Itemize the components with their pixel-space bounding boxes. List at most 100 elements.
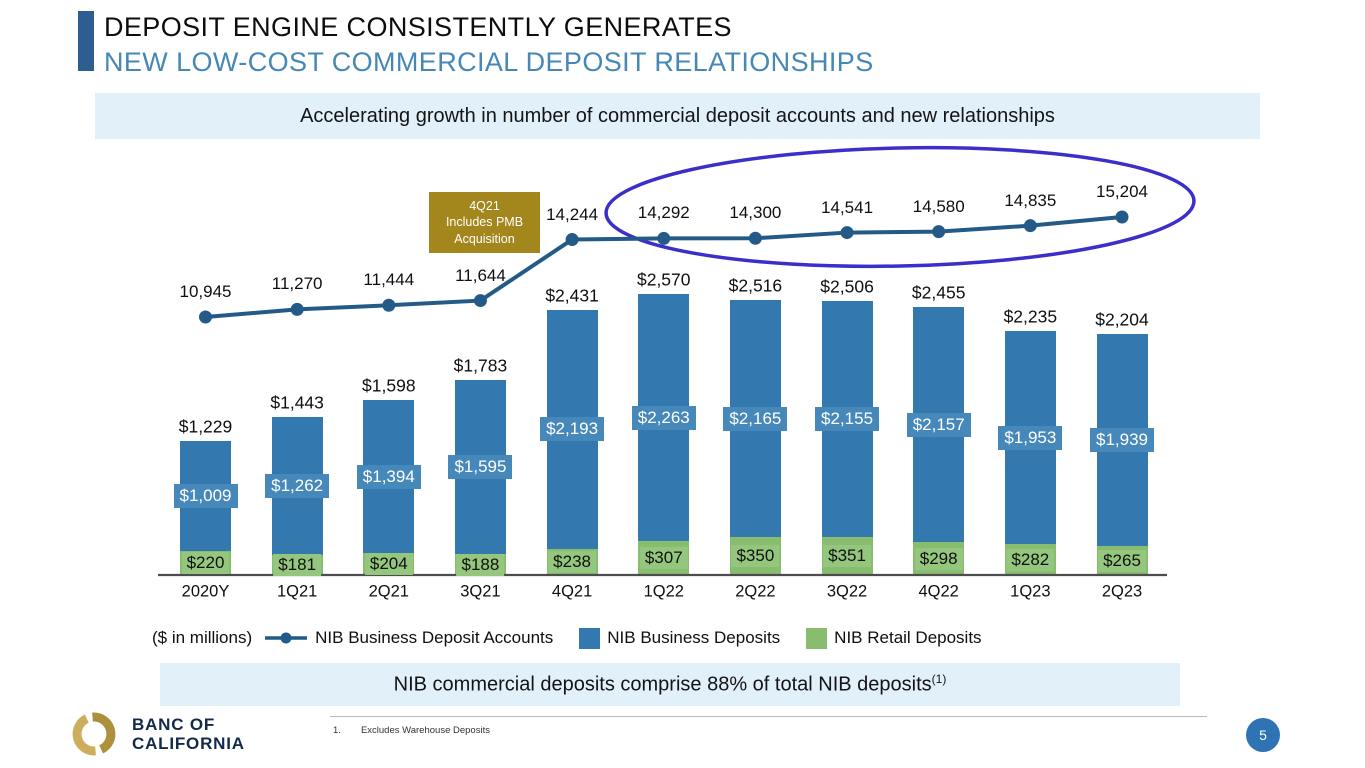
stack-total-label-2020Y: $1,229 [178, 416, 233, 437]
line-point-2Q23 [1115, 210, 1129, 224]
footnote-number: 1. [333, 725, 341, 736]
segment-label-retail-3Q21: $188 [456, 553, 505, 576]
footnote-text: Excludes Warehouse Deposits [360, 725, 490, 736]
line-point-4Q21 [565, 233, 579, 247]
callout-4q21-pmb-acquisition: 4Q21 Includes PMB Acquisition [429, 192, 540, 253]
bottom-banner-text: NIB commercial deposits comprise 88% of … [393, 672, 947, 696]
callout-line-3: Acquisition [454, 231, 515, 246]
slide-title-line2: NEW LOW-COST COMMERCIAL DEPOSIT RELATION… [104, 47, 874, 77]
highlight-ellipse-shape [604, 145, 1196, 269]
segment-label-retail-1Q21: $181 [273, 554, 322, 577]
accounts-value-label-2Q21: 11,444 [363, 270, 415, 290]
callout-line-1: 4Q21 [469, 199, 500, 214]
x-axis-label-3Q22: 3Q22 [826, 582, 868, 601]
x-axis-label-2Q21: 2Q21 [368, 582, 409, 601]
title-accent-bar [78, 11, 94, 71]
line-point-2020Y [199, 310, 212, 324]
segment-label-retail-2020Y: $220 [181, 551, 230, 574]
chart-legend: ($ in millions) NIB Business Deposit Acc… [152, 622, 998, 654]
x-axis-label-1Q23: 1Q23 [1010, 582, 1051, 601]
stack-total-label-1Q23: $2,235 [1003, 306, 1058, 327]
x-axis-label-1Q21: 1Q21 [276, 582, 318, 601]
line-point-2Q22 [748, 231, 762, 245]
bottom-banner-footnote-ref: (1) [931, 672, 947, 687]
line-series-marker-icon [265, 632, 308, 644]
stack-total-label-1Q21: $1,443 [270, 392, 324, 413]
legend-item-business-deposits: NIB Business Deposits [579, 627, 781, 649]
x-axis-label-1Q22: 1Q22 [643, 582, 684, 601]
logo-text-line2: CALIFORNIA [132, 734, 245, 753]
segment-label-business-4Q22: $2,157 [906, 412, 971, 437]
line-point-3Q21 [473, 294, 487, 308]
segment-label-business-2Q23: $1,939 [1090, 428, 1154, 453]
accounts-value-label-1Q22: 14,292 [637, 203, 690, 223]
stack-total-label-2Q22: $2,516 [728, 275, 783, 296]
x-axis-label-3Q21: 3Q21 [460, 582, 501, 601]
segment-label-retail-3Q22: $351 [823, 544, 871, 567]
x-axis-label-2Q23: 2Q23 [1101, 582, 1143, 601]
page-number-badge: 5 [1246, 718, 1280, 752]
units-label: ($ in millions) [152, 628, 253, 647]
line-point-3Q22 [840, 226, 854, 240]
highlight-ellipse [604, 145, 1196, 269]
legend-item-accounts: NIB Business Deposit Accounts [264, 628, 553, 648]
line-point-2Q21 [382, 298, 396, 312]
line-point-1Q23 [1023, 219, 1037, 233]
legend-swatch-retail-deposits-icon [806, 627, 828, 649]
accounts-value-label-4Q21: 14,244 [546, 204, 599, 224]
segment-label-retail-1Q22: $307 [639, 547, 688, 570]
segment-label-retail-4Q22: $298 [914, 547, 963, 570]
segment-label-business-1Q23: $1,953 [998, 425, 1063, 450]
segment-label-business-2020Y: $1,009 [173, 483, 238, 508]
segment-label-business-3Q21: $1,595 [448, 455, 513, 480]
accounts-value-label-2020Y: 10,945 [179, 282, 232, 301]
top-banner: Accelerating growth in number of commerc… [95, 93, 1260, 139]
stack-total-label-1Q22: $2,570 [636, 269, 691, 290]
line-point-4Q22 [932, 225, 946, 239]
accounts-value-label-1Q23: 14,835 [1004, 190, 1057, 210]
nib-accounts-line-series [199, 210, 1129, 324]
x-axis-label-4Q22: 4Q22 [918, 582, 959, 601]
logo-text: BANC OF CALIFORNIA [132, 715, 245, 753]
accounts-value-label-2Q23: 15,204 [1096, 181, 1148, 201]
accounts-value-label-3Q21: 11,644 [455, 265, 506, 285]
segment-label-retail-2Q23: $265 [1098, 549, 1146, 572]
segment-label-retail-2Q21: $204 [364, 552, 413, 575]
accounts-value-label-1Q21: 11,270 [271, 274, 323, 294]
legend-label-business-deposits: NIB Business Deposits [607, 628, 781, 647]
x-axis-label-2Q22: 2Q22 [735, 582, 776, 601]
segment-label-business-2Q22: $2,165 [723, 406, 788, 431]
legend-item-retail-deposits: NIB Retail Deposits [806, 627, 982, 649]
line-point-1Q21 [290, 302, 304, 316]
x-axis-label-4Q21: 4Q21 [551, 582, 593, 601]
segment-label-business-1Q22: $2,263 [631, 405, 696, 430]
stack-total-label-3Q21: $1,783 [453, 355, 508, 376]
stack-total-label-4Q22: $2,455 [911, 282, 966, 303]
segment-label-business-3Q22: $2,155 [815, 407, 880, 431]
segment-label-business-1Q21: $1,262 [265, 474, 330, 499]
stack-total-label-2Q21: $1,598 [362, 375, 416, 396]
legend-label-accounts: NIB Business Deposit Accounts [315, 628, 554, 647]
top-banner-text: Accelerating growth in number of commerc… [300, 104, 1055, 127]
slide-title-line1: DEPOSIT ENGINE CONSISTENTLY GENERATES [104, 12, 732, 42]
stack-total-label-4Q21: $2,431 [545, 285, 599, 306]
legend-label-retail-deposits: NIB Retail Deposits [834, 628, 982, 647]
segment-label-retail-4Q21: $238 [548, 551, 597, 573]
accounts-value-label-2Q22: 14,300 [729, 203, 782, 223]
banc-of-california-logo-icon [72, 712, 116, 756]
logo-text-line1: BANC OF [132, 714, 216, 734]
callout-line-2: Includes PMB [445, 215, 524, 230]
accounts-value-label-4Q22: 14,580 [912, 196, 965, 216]
segment-label-business-2Q21: $1,394 [356, 464, 421, 489]
footnote-separator [330, 716, 1207, 717]
bottom-banner: NIB commercial deposits comprise 88% of … [160, 663, 1180, 706]
line-point-1Q22 [657, 231, 671, 245]
segment-label-retail-1Q23: $282 [1006, 548, 1055, 571]
footnote: 1. Excludes Warehouse Deposits [333, 725, 490, 736]
stack-total-label-3Q22: $2,506 [820, 276, 874, 297]
segment-label-business-4Q21: $2,193 [540, 417, 605, 442]
x-axis-label-2020Y: 2020Y [181, 582, 230, 601]
